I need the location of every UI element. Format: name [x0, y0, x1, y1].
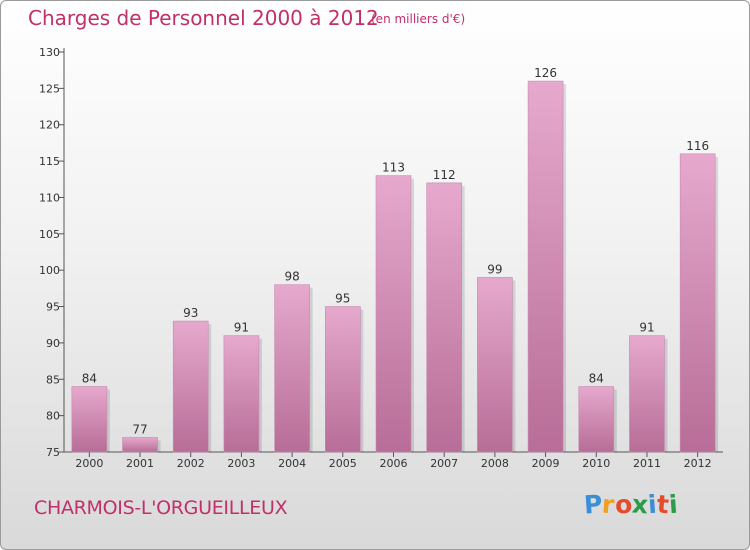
x-tick-label-2008: 2008 — [481, 457, 509, 470]
y-tick-label: 75 — [46, 446, 60, 459]
bar-2006 — [375, 175, 412, 453]
data-label-2004: 98 — [284, 270, 299, 284]
x-tick-label-2009: 2009 — [532, 457, 560, 470]
bar-2003 — [223, 335, 260, 453]
data-label-2005: 95 — [335, 292, 350, 306]
bar-2008 — [477, 277, 513, 453]
x-tick-label-2007: 2007 — [430, 457, 458, 470]
data-label-2006: 113 — [382, 161, 405, 175]
y-tick-label: 105 — [39, 228, 60, 241]
data-label-2003: 91 — [234, 321, 249, 335]
data-label-2000: 84 — [82, 372, 97, 386]
data-label-2002: 93 — [183, 306, 198, 320]
data-label-2008: 99 — [487, 262, 502, 276]
data-label-2001: 77 — [132, 422, 147, 436]
x-tick-label-2012: 2012 — [684, 457, 712, 470]
x-tick-label-2006: 2006 — [380, 457, 408, 470]
y-tick-label: 90 — [46, 337, 60, 350]
x-tick-label-2000: 2000 — [75, 457, 103, 470]
data-label-2009: 126 — [534, 66, 557, 80]
bar-2004 — [274, 284, 310, 453]
bar-2002 — [172, 320, 209, 453]
y-tick-label: 120 — [39, 119, 60, 132]
logo-letter: o — [613, 489, 633, 520]
chart-title: Charges de Personnel 2000 à 2012 — [28, 6, 379, 30]
x-tick-label-2001: 2001 — [126, 457, 154, 470]
x-tick-label-2010: 2010 — [582, 457, 610, 470]
bar-2011 — [629, 335, 665, 453]
y-tick-label: 110 — [39, 191, 60, 204]
bar-2001 — [122, 437, 158, 453]
bar-2012 — [679, 153, 716, 453]
bar-2009 — [527, 80, 564, 453]
data-label-2012: 116 — [686, 139, 709, 153]
bar-2007 — [426, 182, 462, 453]
logo-letter: i — [667, 489, 679, 520]
x-tick-label-2004: 2004 — [278, 457, 306, 470]
data-label-2007: 112 — [433, 168, 456, 182]
y-tick-label: 100 — [39, 264, 60, 277]
x-tick-label-2011: 2011 — [633, 457, 661, 470]
bar-2005 — [325, 306, 361, 453]
x-tick-label-2003: 2003 — [227, 457, 255, 470]
y-tick-label: 95 — [46, 301, 60, 314]
chart-subtitle: (en milliers d'€) — [371, 12, 466, 26]
commune-name: CHARMOIS-L'ORGUEILLEUX — [34, 497, 288, 519]
data-label-2011: 91 — [639, 321, 654, 335]
y-tick-label: 125 — [39, 82, 60, 95]
y-tick-label: 115 — [39, 155, 60, 168]
bar-2000 — [71, 386, 108, 453]
x-tick-label-2005: 2005 — [329, 457, 357, 470]
y-tick-label: 80 — [46, 410, 60, 423]
x-tick-label-2002: 2002 — [177, 457, 205, 470]
y-tick-label: 130 — [39, 46, 60, 59]
bar-2010 — [578, 386, 615, 453]
data-label-2010: 84 — [589, 372, 604, 386]
proxiti-logo: Proxiti — [583, 489, 679, 520]
y-tick-label: 85 — [46, 373, 60, 386]
